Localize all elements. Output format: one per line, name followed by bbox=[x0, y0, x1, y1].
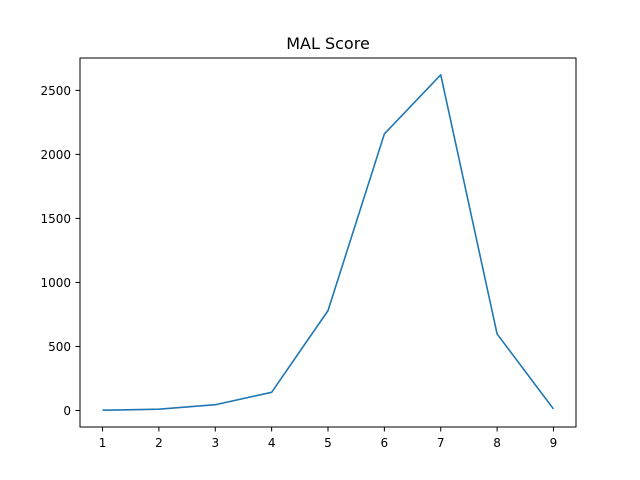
y-tick-label: 500 bbox=[48, 340, 71, 354]
y-tick-label: 2000 bbox=[40, 148, 71, 162]
x-tick-label: 2 bbox=[155, 436, 163, 450]
x-tick-label: 6 bbox=[381, 436, 389, 450]
y-axis: 0 500 1000 1500 2000 2500 bbox=[40, 84, 80, 418]
x-tick-label: 9 bbox=[550, 436, 558, 450]
y-tick-label: 2500 bbox=[40, 84, 71, 98]
x-tick-label: 5 bbox=[324, 436, 332, 450]
x-tick-label: 3 bbox=[211, 436, 219, 450]
y-tick-label: 0 bbox=[63, 404, 71, 418]
x-tick-label: 4 bbox=[268, 436, 276, 450]
y-tick-label: 1000 bbox=[40, 276, 71, 290]
x-tick-label: 1 bbox=[99, 436, 107, 450]
y-tick-label: 1500 bbox=[40, 212, 71, 226]
plot-frame bbox=[79, 57, 577, 428]
x-axis: 1 2 3 4 5 6 7 8 9 bbox=[99, 427, 558, 450]
x-tick-label: 7 bbox=[437, 436, 445, 450]
x-tick-label: 8 bbox=[493, 436, 501, 450]
chart-title: MAL Score bbox=[286, 34, 370, 53]
series-line bbox=[102, 73, 555, 412]
